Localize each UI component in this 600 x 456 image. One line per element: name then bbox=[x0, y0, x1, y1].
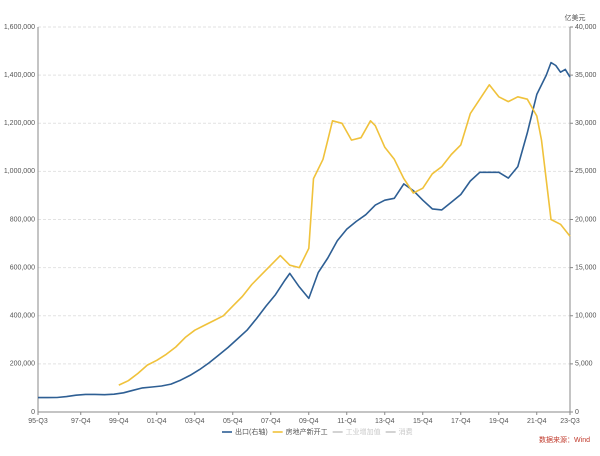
x-tick-label: 23-Q3 bbox=[560, 418, 580, 425]
x-tick-label: 95-Q3 bbox=[28, 418, 48, 425]
x-tick-label: 97-Q4 bbox=[71, 418, 91, 425]
x-tick-label: 19-Q4 bbox=[489, 418, 509, 425]
x-tick-label: 07-Q4 bbox=[261, 418, 281, 425]
y-tick-label: 1,200,000 bbox=[4, 120, 35, 127]
legend-label: 消费 bbox=[399, 427, 413, 436]
y2-tick-label: 10,000 bbox=[575, 313, 597, 320]
x-tick-label: 21-Q4 bbox=[527, 418, 547, 425]
x-tick-label: 05-Q4 bbox=[223, 418, 243, 425]
y2-tick-label: 20,000 bbox=[575, 216, 597, 223]
y2-tick-label: 15,000 bbox=[575, 264, 597, 271]
legend-label: 出口(右轴) bbox=[235, 427, 268, 436]
y-tick-label: 800,000 bbox=[10, 216, 35, 223]
y2-tick-label: 0 bbox=[575, 409, 579, 416]
series-line bbox=[38, 61, 571, 399]
y-tick-label: 1,000,000 bbox=[4, 168, 35, 175]
x-tick-label: 17-Q4 bbox=[451, 418, 471, 425]
y2-tick-label: 40,000 bbox=[575, 24, 597, 31]
x-tick-label: 03-Q4 bbox=[185, 418, 205, 425]
source-note: 数据来源：Wind bbox=[539, 435, 590, 444]
series-line bbox=[118, 84, 571, 386]
x-tick-label: 15-Q4 bbox=[413, 418, 433, 425]
y-tick-label: 1,400,000 bbox=[4, 72, 35, 79]
y-tick-label: 600,000 bbox=[10, 264, 35, 271]
x-tick-label: 01-Q4 bbox=[147, 418, 167, 425]
y-tick-label: 1,600,000 bbox=[4, 24, 35, 31]
y2-tick-label: 30,000 bbox=[575, 120, 597, 127]
y2-tick-label: 5,000 bbox=[575, 361, 593, 368]
y-tick-label: 400,000 bbox=[10, 313, 35, 320]
x-tick-label: 11-Q4 bbox=[337, 418, 356, 425]
y2-tick-label: 25,000 bbox=[575, 168, 597, 175]
legend-label: 工业增加值 bbox=[346, 427, 381, 436]
x-tick-label: 13-Q4 bbox=[375, 418, 395, 425]
x-tick-label: 99-Q4 bbox=[109, 418, 129, 425]
y-tick-label: 0 bbox=[31, 409, 35, 416]
y-tick-label: 200,000 bbox=[10, 361, 35, 368]
y2-axis-label: 亿美元 bbox=[565, 13, 586, 22]
y2-tick-label: 35,000 bbox=[575, 72, 597, 79]
x-tick-label: 09-Q4 bbox=[299, 418, 319, 425]
legend-label: 房地产新开工 bbox=[286, 427, 328, 436]
